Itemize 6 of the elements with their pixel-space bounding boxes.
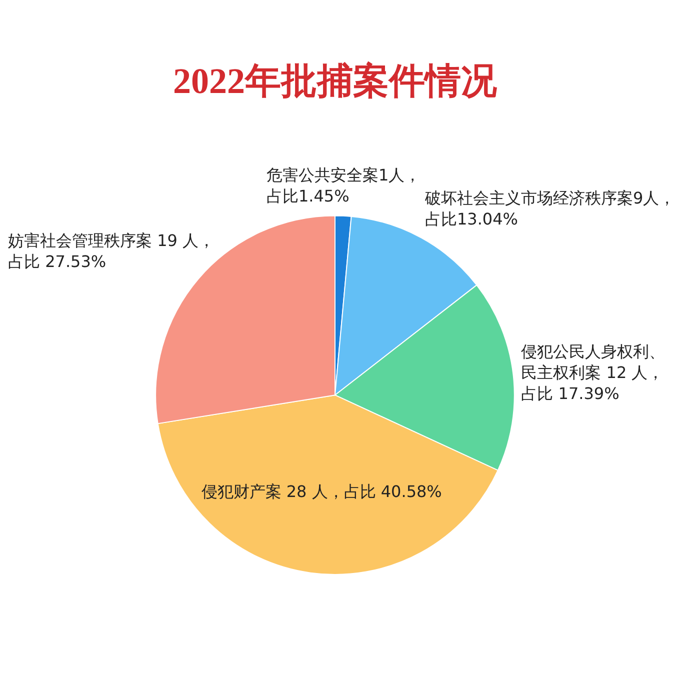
- slice-label: 破坏社会主义市场经济秩序案9人，占比13.04%: [424, 188, 676, 228]
- slice-label: 侵犯公民人身权利、民主权利案 12 人，占比 17.39%: [521, 342, 666, 403]
- slice-label: 危害公共安全案1人，占比1.45%: [266, 166, 421, 206]
- chart-title: 2022年批捕案件情况: [173, 60, 497, 101]
- slice-label: 侵犯财产案 28 人，占比 40.58%: [201, 482, 442, 502]
- slice-label: 妨害社会管理秩序案 19 人，占比 27.53%: [8, 231, 215, 272]
